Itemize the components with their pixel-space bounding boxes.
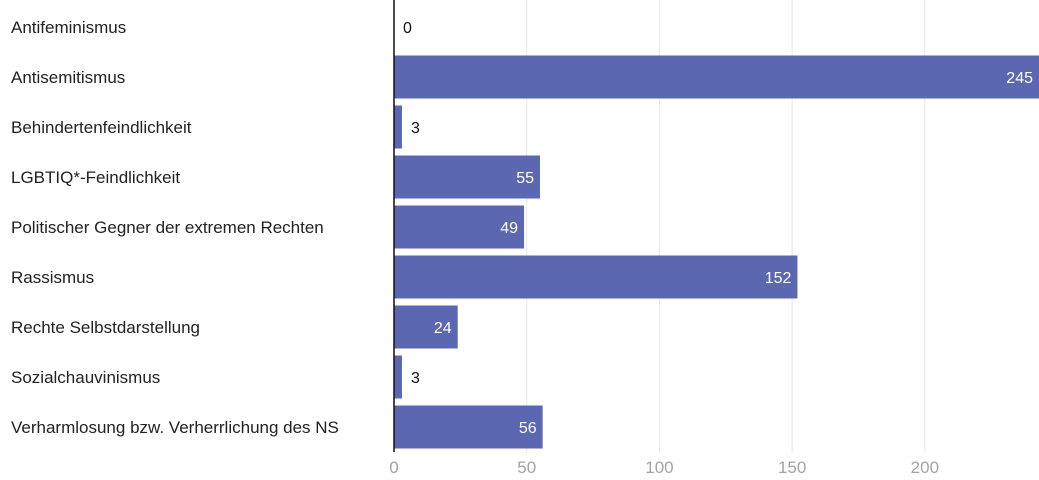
bar-2 xyxy=(394,105,402,149)
category-label-1: Antisemitismus xyxy=(11,68,125,87)
category-label-2: Behindertenfeindlichkeit xyxy=(11,118,192,137)
x-tick-label-150: 150 xyxy=(778,458,806,477)
x-tick-label-100: 100 xyxy=(645,458,673,477)
category-labels: Antifeminismus Antisemitismus Behindertenf… xyxy=(11,18,339,437)
value-label-7: 3 xyxy=(411,370,420,387)
value-label-8: 56 xyxy=(519,420,537,437)
value-label-3: 55 xyxy=(516,170,534,187)
bar-1 xyxy=(394,55,1039,99)
category-label-5: Rassismus xyxy=(11,268,94,287)
value-label-4: 49 xyxy=(500,220,518,237)
value-label-1: 245 xyxy=(1006,70,1033,87)
x-tick-label-200: 200 xyxy=(911,458,939,477)
x-tick-label-0: 0 xyxy=(389,458,398,477)
value-label-6: 24 xyxy=(434,320,452,337)
category-label-3: LGBTIQ*-Feindlichkeit xyxy=(11,168,180,187)
bar-3 xyxy=(394,155,540,199)
value-label-0: 0 xyxy=(403,20,412,37)
bars: 0 245 3 55 49 152 24 3 56 xyxy=(394,20,1039,449)
category-label-6: Rechte Selbstdarstellung xyxy=(11,318,200,337)
category-label-7: Sozialchauvinismus xyxy=(11,368,160,387)
category-label-0: Antifeminismus xyxy=(11,18,126,37)
value-label-2: 3 xyxy=(411,120,420,137)
bar-6 xyxy=(394,305,458,349)
value-label-5: 152 xyxy=(765,270,792,287)
x-axis-ticks: 0 50 100 150 200 xyxy=(389,458,939,477)
category-label-4: Politischer Gegner der extremen Rechten xyxy=(11,218,324,237)
category-label-8: Verharmlosung bzw. Verherrlichung des NS xyxy=(11,418,339,437)
bar-5 xyxy=(394,255,798,299)
bar-7 xyxy=(394,355,402,399)
x-tick-label-50: 50 xyxy=(517,458,536,477)
bar-4 xyxy=(394,205,525,249)
bar-8 xyxy=(394,405,543,449)
